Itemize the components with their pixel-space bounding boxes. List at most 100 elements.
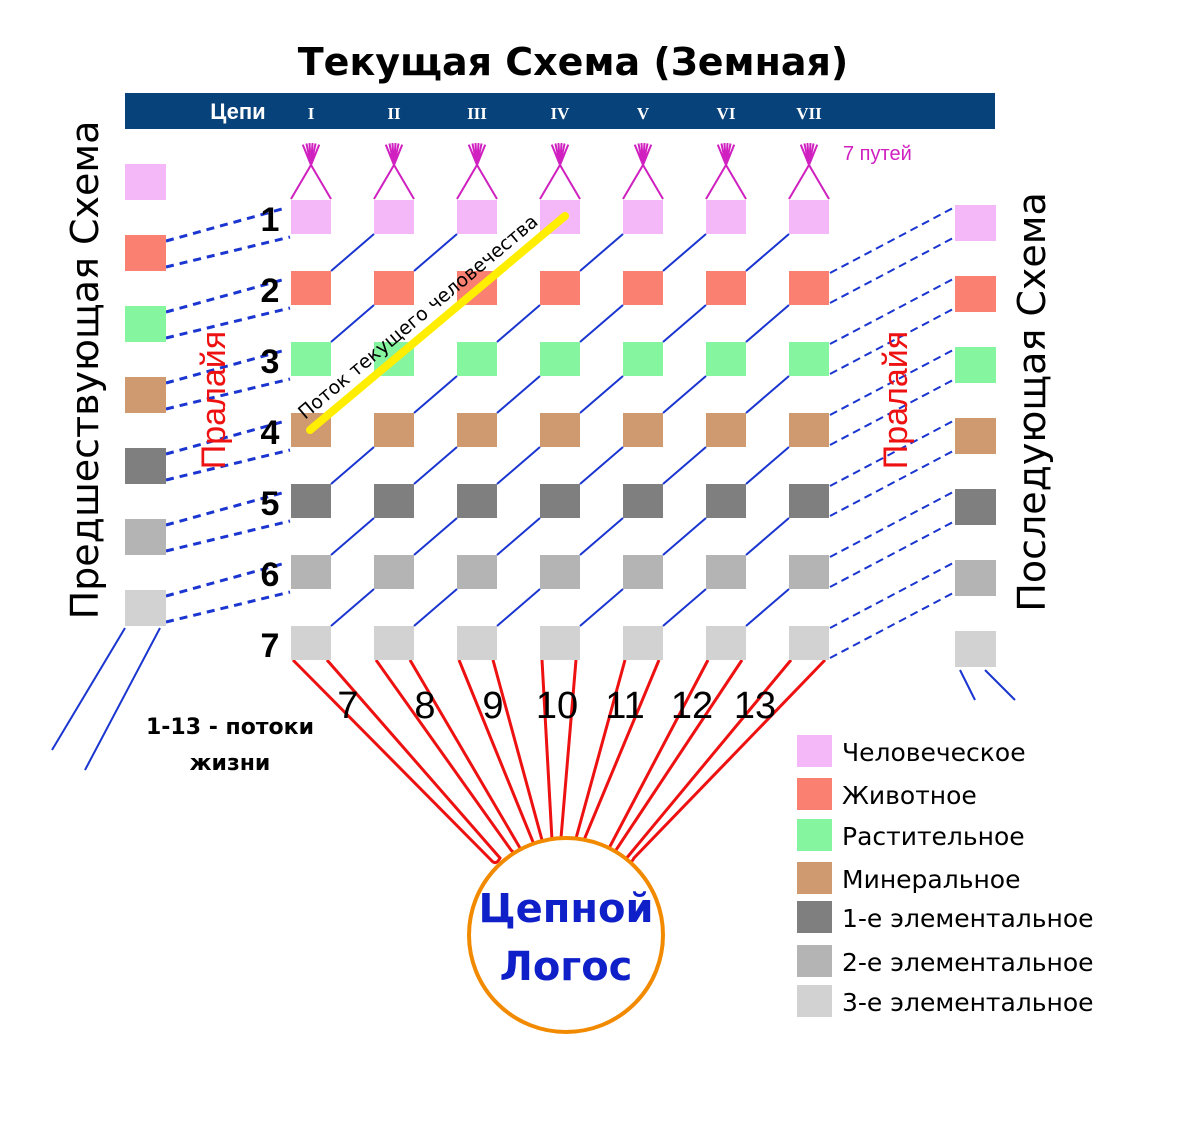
path-fork-icon bbox=[788, 163, 830, 200]
stream-line bbox=[496, 588, 541, 627]
globe-square bbox=[623, 271, 663, 305]
next-scheme-square-3 bbox=[955, 347, 996, 383]
next-scheme-square-2 bbox=[955, 276, 996, 312]
stream-line bbox=[745, 375, 790, 414]
globe-square bbox=[623, 342, 663, 376]
chain-header-1: I bbox=[308, 104, 315, 123]
seven-paths-icon bbox=[799, 142, 819, 166]
chain-header-4: IV bbox=[551, 104, 571, 123]
stream-number-10: 10 bbox=[536, 685, 578, 727]
globe-square bbox=[706, 271, 746, 305]
seven-paths-icon bbox=[301, 142, 321, 166]
globe-square bbox=[291, 555, 331, 589]
next-scheme-link bbox=[829, 591, 956, 659]
prev-scheme-link bbox=[165, 491, 283, 527]
prev-scheme-square-6 bbox=[125, 519, 166, 555]
row-label-3: 3 bbox=[261, 343, 280, 381]
next-scheme-link bbox=[829, 520, 956, 588]
row-label-7: 7 bbox=[261, 627, 280, 665]
paths-label: 7 путей bbox=[843, 143, 912, 165]
chain-header-5: V bbox=[637, 104, 650, 123]
globe-square bbox=[789, 342, 829, 376]
legend-label-3: Растительное bbox=[842, 822, 1025, 851]
streams-caption-line2: жизни bbox=[190, 751, 271, 776]
globe-square bbox=[291, 484, 331, 518]
globe-square bbox=[789, 271, 829, 305]
prev-scheme-square-4 bbox=[125, 377, 166, 413]
prev-scheme-link bbox=[165, 278, 283, 314]
path-fork-icon bbox=[705, 163, 747, 200]
next-scheme-link bbox=[829, 277, 956, 345]
next-scheme-link bbox=[829, 348, 956, 416]
globe-square bbox=[291, 271, 331, 305]
row-label-2: 2 bbox=[261, 272, 280, 310]
stream-number-12: 12 bbox=[671, 685, 713, 727]
prev-scheme-link bbox=[165, 349, 283, 385]
stream-number-8: 8 bbox=[414, 685, 435, 727]
stream-number-9: 9 bbox=[482, 685, 503, 727]
seven-paths-icon bbox=[716, 142, 736, 166]
row-label-1: 1 bbox=[261, 201, 280, 239]
prev-scheme-link bbox=[165, 207, 283, 243]
prev-scheme-exit-line bbox=[51, 627, 126, 751]
next-scheme-square-1 bbox=[955, 205, 996, 241]
globe-square bbox=[374, 626, 414, 660]
chain-header-6: VI bbox=[717, 104, 736, 123]
pralaya-left-label: Пралайя bbox=[195, 331, 233, 469]
prev-scheme-link bbox=[165, 377, 291, 411]
globe-square bbox=[374, 555, 414, 589]
stream-line bbox=[579, 588, 624, 627]
path-fork-icon bbox=[456, 163, 498, 200]
stream-line bbox=[662, 375, 707, 414]
prev-scheme-link bbox=[165, 590, 291, 624]
chain-header-3: III bbox=[467, 104, 487, 123]
globe-square bbox=[706, 342, 746, 376]
stream-line bbox=[496, 304, 541, 343]
globe-square bbox=[623, 626, 663, 660]
globe-square bbox=[540, 555, 580, 589]
globe-square bbox=[457, 626, 497, 660]
stream-line bbox=[330, 446, 375, 485]
globe-square bbox=[706, 626, 746, 660]
stream-line bbox=[662, 517, 707, 556]
globe-square bbox=[457, 555, 497, 589]
legend-swatch-1 bbox=[797, 735, 832, 767]
seven-paths-icon bbox=[384, 142, 404, 166]
prev-scheme-link bbox=[165, 562, 283, 598]
globe-square bbox=[374, 200, 414, 234]
legend-swatch-7 bbox=[797, 985, 832, 1017]
globe-square bbox=[623, 555, 663, 589]
stream-line bbox=[579, 446, 624, 485]
prev-scheme-link bbox=[165, 235, 291, 269]
globe-square bbox=[374, 484, 414, 518]
legend-label-6: 2-е элементальное bbox=[842, 948, 1094, 977]
stream-line bbox=[662, 588, 707, 627]
globe-square bbox=[374, 413, 414, 447]
stream-line bbox=[496, 517, 541, 556]
row-label-6: 6 bbox=[261, 556, 280, 594]
next-scheme-link bbox=[829, 206, 956, 274]
globe-square bbox=[540, 271, 580, 305]
chain-header-2: II bbox=[387, 104, 401, 123]
next-scheme-exit-line bbox=[984, 669, 1016, 701]
right-scheme-label: Последующая Схема bbox=[1010, 192, 1054, 612]
seven-paths-icon bbox=[467, 142, 487, 166]
stream-line bbox=[413, 517, 458, 556]
next-scheme-link bbox=[829, 561, 956, 629]
path-fork-icon bbox=[373, 163, 415, 200]
chain-logos-circle bbox=[467, 836, 665, 1034]
globe-square bbox=[789, 626, 829, 660]
pralaya-right-label: Пралайя bbox=[877, 331, 915, 469]
globe-square bbox=[291, 200, 331, 234]
legend-label-4: Минеральное bbox=[842, 865, 1020, 894]
legend-swatch-3 bbox=[797, 819, 832, 851]
stream-line bbox=[662, 446, 707, 485]
stream-line bbox=[579, 304, 624, 343]
prev-scheme-square-1 bbox=[125, 164, 166, 200]
globe-square bbox=[706, 484, 746, 518]
stream-line bbox=[745, 588, 790, 627]
chain-logos-line1: Цепной bbox=[478, 886, 653, 932]
current-humanity-stream-line bbox=[306, 212, 569, 434]
prev-scheme-square-3 bbox=[125, 306, 166, 342]
globe-square bbox=[623, 413, 663, 447]
